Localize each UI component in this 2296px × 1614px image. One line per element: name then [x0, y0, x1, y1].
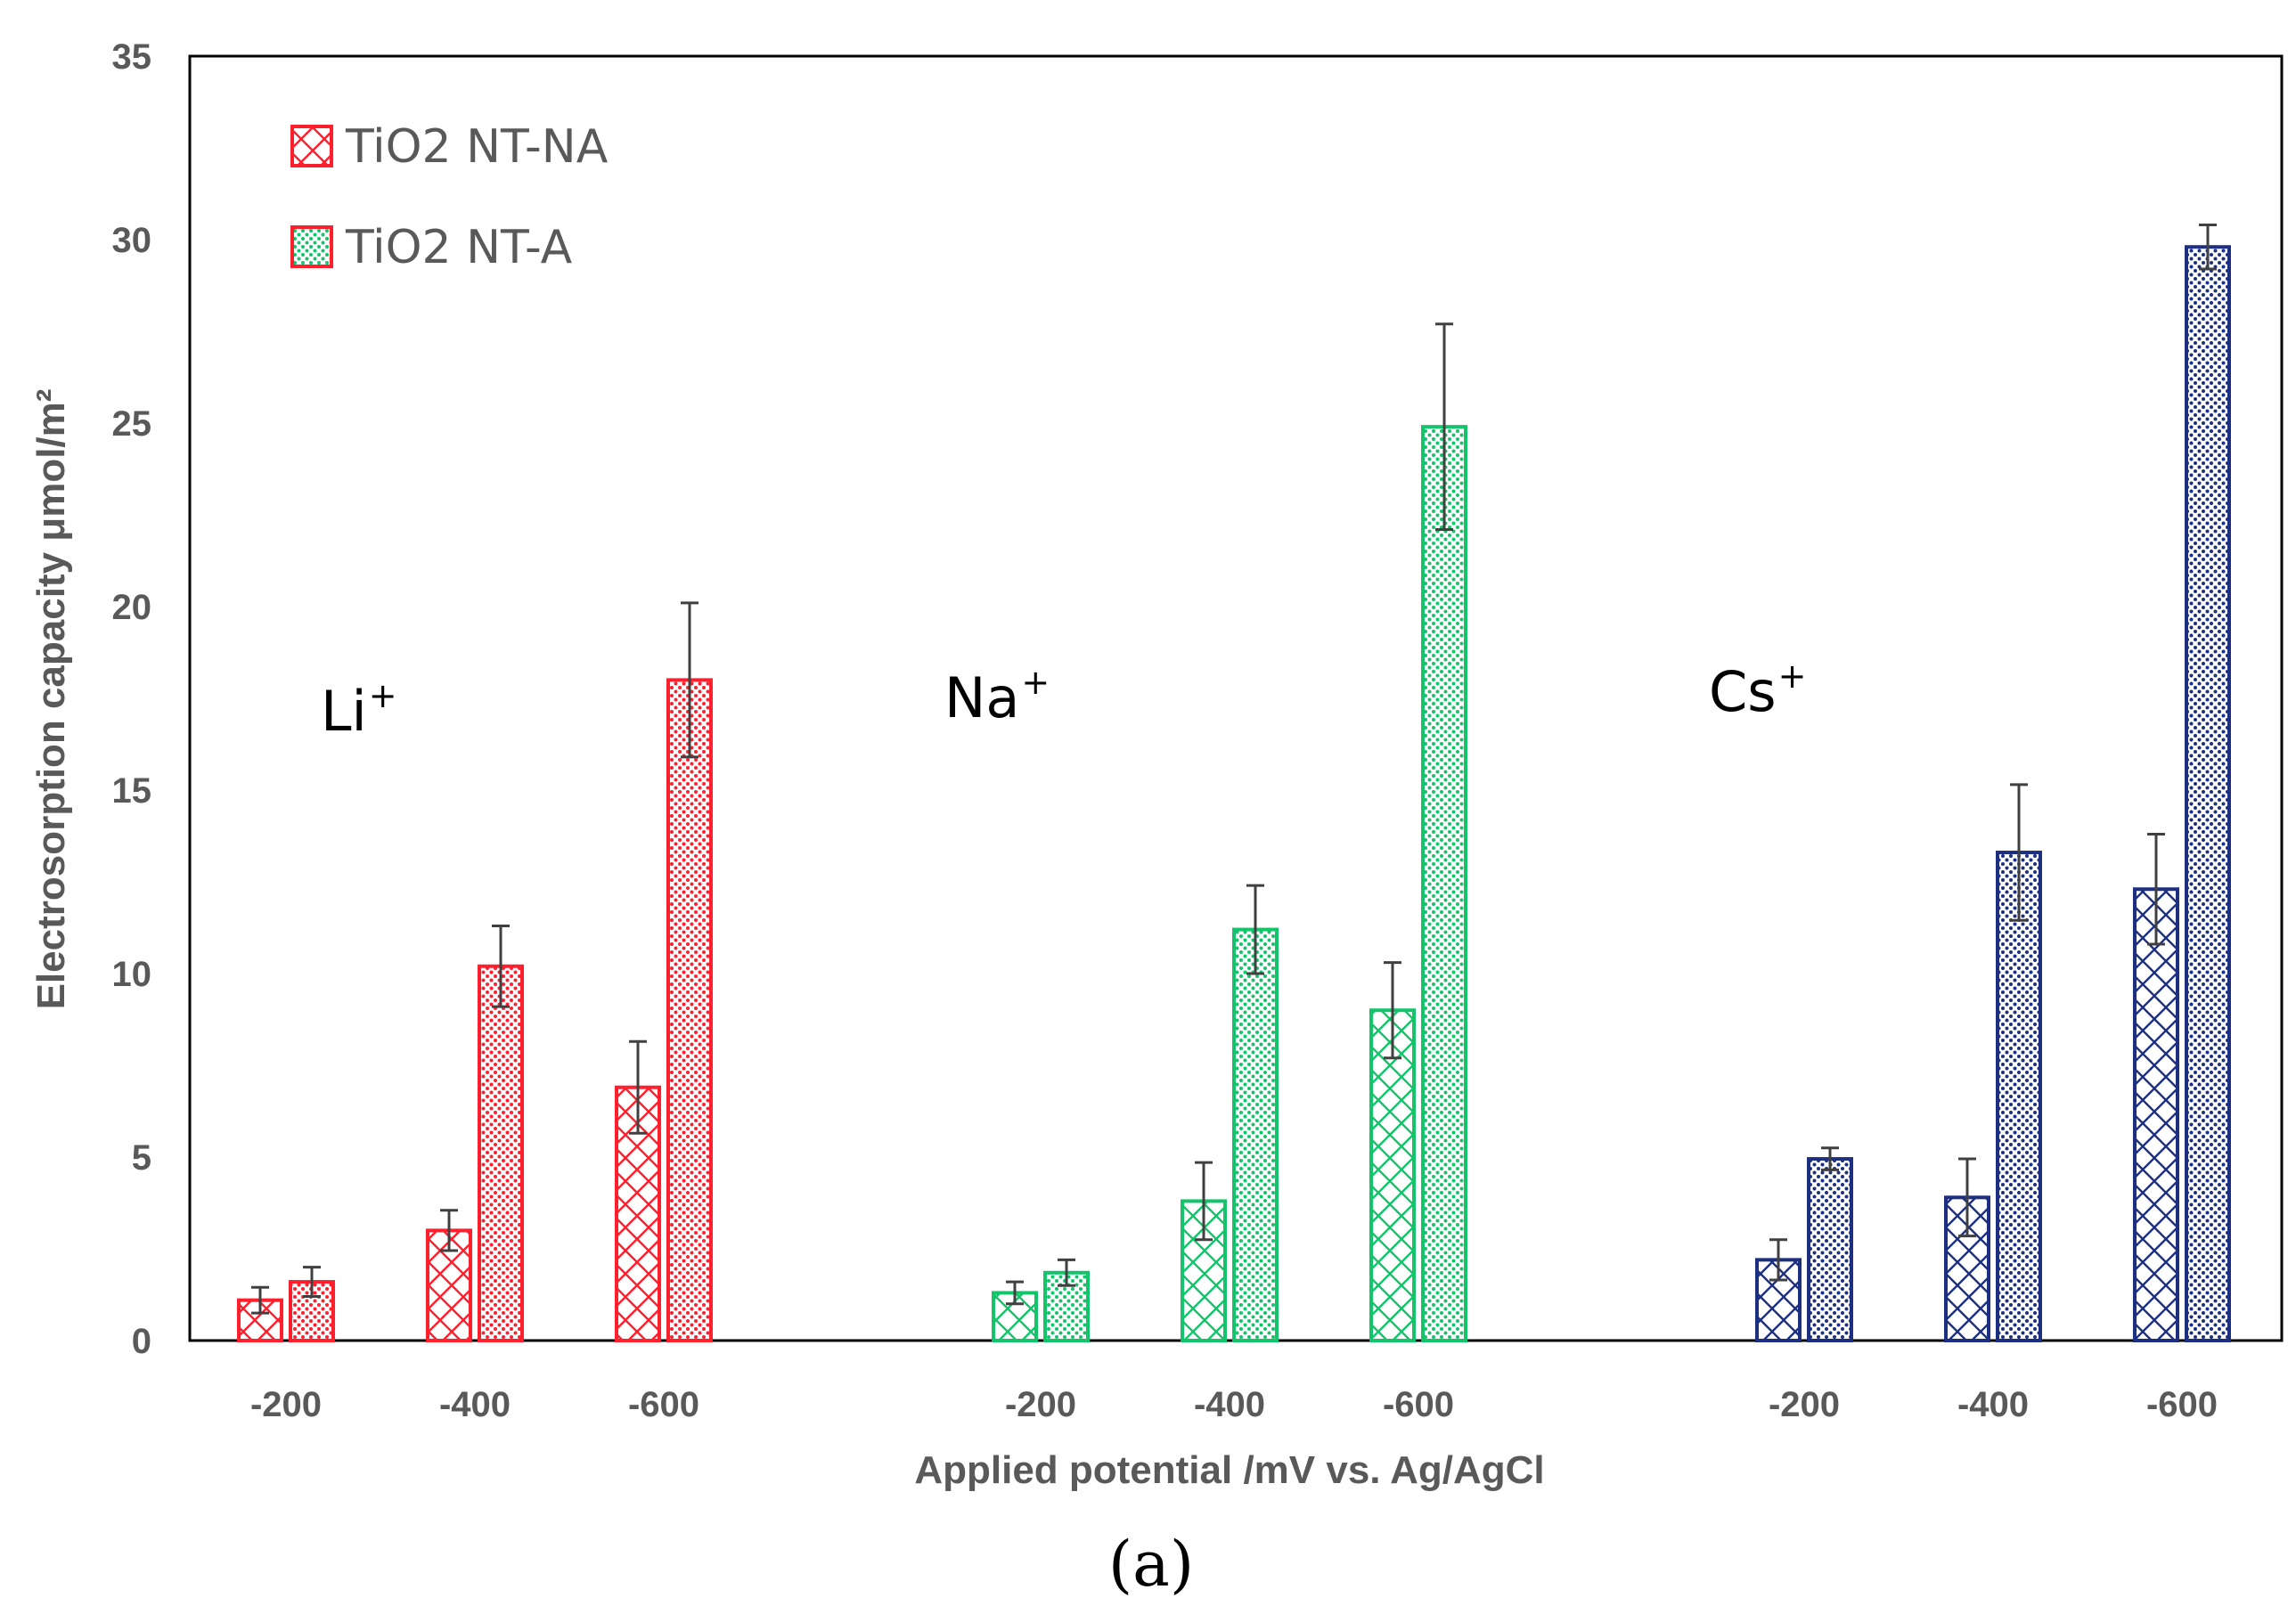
legend: TiO2 NT-NA TiO2 NT-A: [290, 120, 609, 274]
x-tick-label: -200: [250, 1385, 322, 1424]
ion-labels: Li + Na + Cs +: [321, 656, 1806, 744]
y-axis-ticks: 0 5 10 15 20 25 30 35: [112, 37, 152, 1361]
legend-swatch-nt-a: [290, 225, 333, 268]
ion-charge: +: [1778, 656, 1807, 696]
legend-label-nt-a: TiO2 NT-A: [345, 221, 573, 274]
y-tick-label: 20: [112, 588, 152, 627]
y-tick-label: 30: [112, 221, 152, 260]
y-tick-label: 10: [112, 955, 152, 994]
bar-series: [237, 224, 2231, 1343]
ion-label: Li: [321, 679, 367, 744]
x-tick-label: -600: [1383, 1385, 1454, 1424]
x-axis-ticks: -200 -400 -600 -200 -400 -600 -200 -400 -600: [250, 1385, 2218, 1424]
x-tick-label: -200: [1005, 1385, 1076, 1424]
error-bar: [1058, 1258, 1075, 1287]
ion-label: Na: [944, 665, 1019, 730]
error-bar: [629, 1039, 647, 1135]
x-tick-label: -200: [1769, 1385, 1840, 1424]
bar: [1369, 1008, 1416, 1342]
error-bar: [1195, 1161, 1213, 1242]
y-tick-label: 35: [112, 37, 152, 77]
figure-caption: (a): [1108, 1528, 1194, 1601]
x-tick-label: -600: [628, 1385, 699, 1424]
error-bar: [492, 924, 510, 1008]
legend-swatch-nt-na: [290, 125, 333, 167]
ion-label: Cs: [1709, 659, 1777, 724]
error-bar: [1958, 1157, 1976, 1238]
error-bar: [2199, 224, 2217, 271]
y-tick-label: 0: [132, 1322, 151, 1361]
x-tick-label: -400: [1194, 1385, 1265, 1424]
legend-label-nt-na: TiO2 NT-NA: [345, 120, 609, 174]
bar: [1421, 425, 1467, 1342]
error-bar: [440, 1209, 458, 1252]
error-bar: [1821, 1146, 1839, 1171]
error-bar: [1246, 884, 1264, 975]
error-bar: [2147, 832, 2165, 946]
bar: [1232, 927, 1279, 1343]
error-bar: [1384, 961, 1401, 1060]
error-bar: [1435, 322, 1453, 531]
error-bar: [681, 601, 699, 759]
error-bar: [303, 1266, 321, 1299]
bar: [666, 678, 713, 1342]
bar: [1807, 1157, 1853, 1343]
x-tick-label: -400: [1957, 1385, 2029, 1424]
error-bar: [1006, 1280, 1024, 1306]
y-tick-label: 5: [132, 1138, 151, 1178]
y-axis-title: Electrosorption capacity μmol/m²: [29, 389, 73, 1010]
x-tick-label: -600: [2146, 1385, 2218, 1424]
bar: [426, 1228, 472, 1343]
bar: [2185, 245, 2231, 1342]
error-bar: [1769, 1238, 1787, 1282]
y-tick-label: 15: [112, 771, 152, 811]
x-tick-label: -400: [439, 1385, 511, 1424]
ion-charge: +: [1021, 663, 1050, 702]
bar: [478, 964, 524, 1342]
bar: [1996, 851, 2042, 1342]
ion-charge: +: [369, 676, 397, 715]
error-bar: [2010, 783, 2028, 922]
error-bar: [251, 1285, 269, 1315]
x-axis-title: Applied potential /mV vs. Ag/AgCl: [914, 1448, 1544, 1492]
bar: [2133, 887, 2179, 1342]
y-tick-label: 25: [112, 404, 152, 444]
